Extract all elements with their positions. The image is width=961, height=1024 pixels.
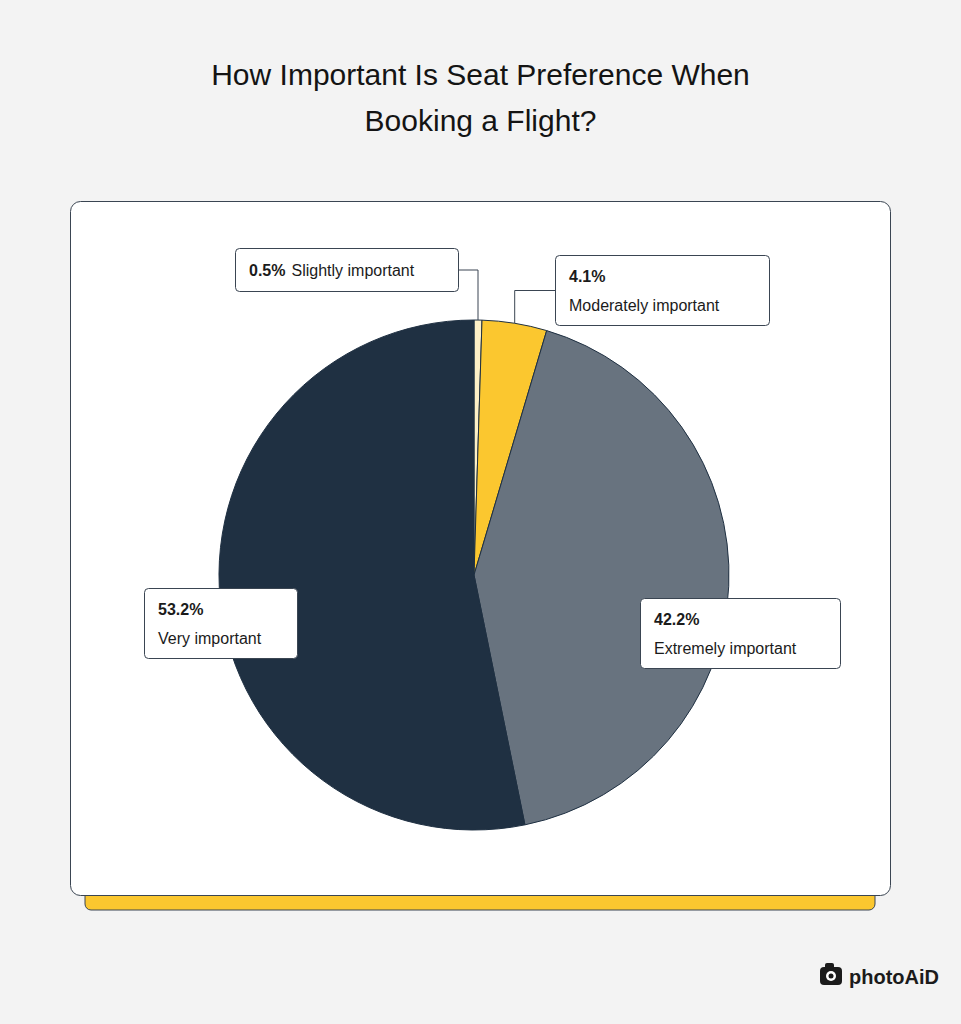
- brand-text: photoAiD: [849, 966, 939, 988]
- label-value: 0.5%: [249, 262, 285, 279]
- label-text: 42.2% Extremely important: [654, 611, 797, 657]
- label-value: 4.1%: [569, 268, 605, 285]
- leader-line: [515, 291, 555, 324]
- data-labels: 0.5% Slightly important 4.1% Moderately imp…: [145, 249, 841, 669]
- chart-canvas: 0.5% Slightly important 4.1% Moderately imp…: [0, 0, 961, 1024]
- data-label: 0.5% Slightly important: [236, 249, 459, 292]
- label-category: Very important: [158, 630, 262, 647]
- label-box: [236, 249, 459, 292]
- label-category: Moderately important: [569, 297, 720, 314]
- label-box: [641, 599, 841, 669]
- pie: [219, 320, 729, 830]
- label-category: Extremely important: [654, 640, 797, 657]
- data-label: 42.2% Extremely important: [641, 599, 841, 669]
- label-value: 42.2%: [654, 611, 699, 628]
- label-text: 4.1% Moderately important: [569, 268, 720, 314]
- label-text: 0.5% Slightly important: [249, 262, 415, 279]
- card: [71, 202, 891, 896]
- data-label: 53.2% Very important: [145, 589, 298, 659]
- leader-line: [458, 270, 478, 320]
- title-wrap: How Important Is Seat Preference When Bo…: [0, 52, 961, 144]
- brand: photoAiD: [820, 963, 939, 988]
- pie-slice: [474, 331, 729, 825]
- label-text: 53.2% Very important: [158, 601, 262, 647]
- data-label: 4.1% Moderately important: [556, 256, 770, 326]
- chart-title: How Important Is Seat Preference When Bo…: [161, 52, 801, 144]
- pie-slice: [219, 320, 525, 830]
- brand-icon: [826, 971, 836, 981]
- brand-icon: [820, 967, 842, 985]
- brand-icon: [825, 963, 834, 969]
- label-box: [556, 256, 770, 326]
- brand-icon: [829, 974, 834, 979]
- label-category: Slightly important: [291, 262, 414, 279]
- label-value: 53.2%: [158, 601, 203, 618]
- label-box: [145, 589, 298, 659]
